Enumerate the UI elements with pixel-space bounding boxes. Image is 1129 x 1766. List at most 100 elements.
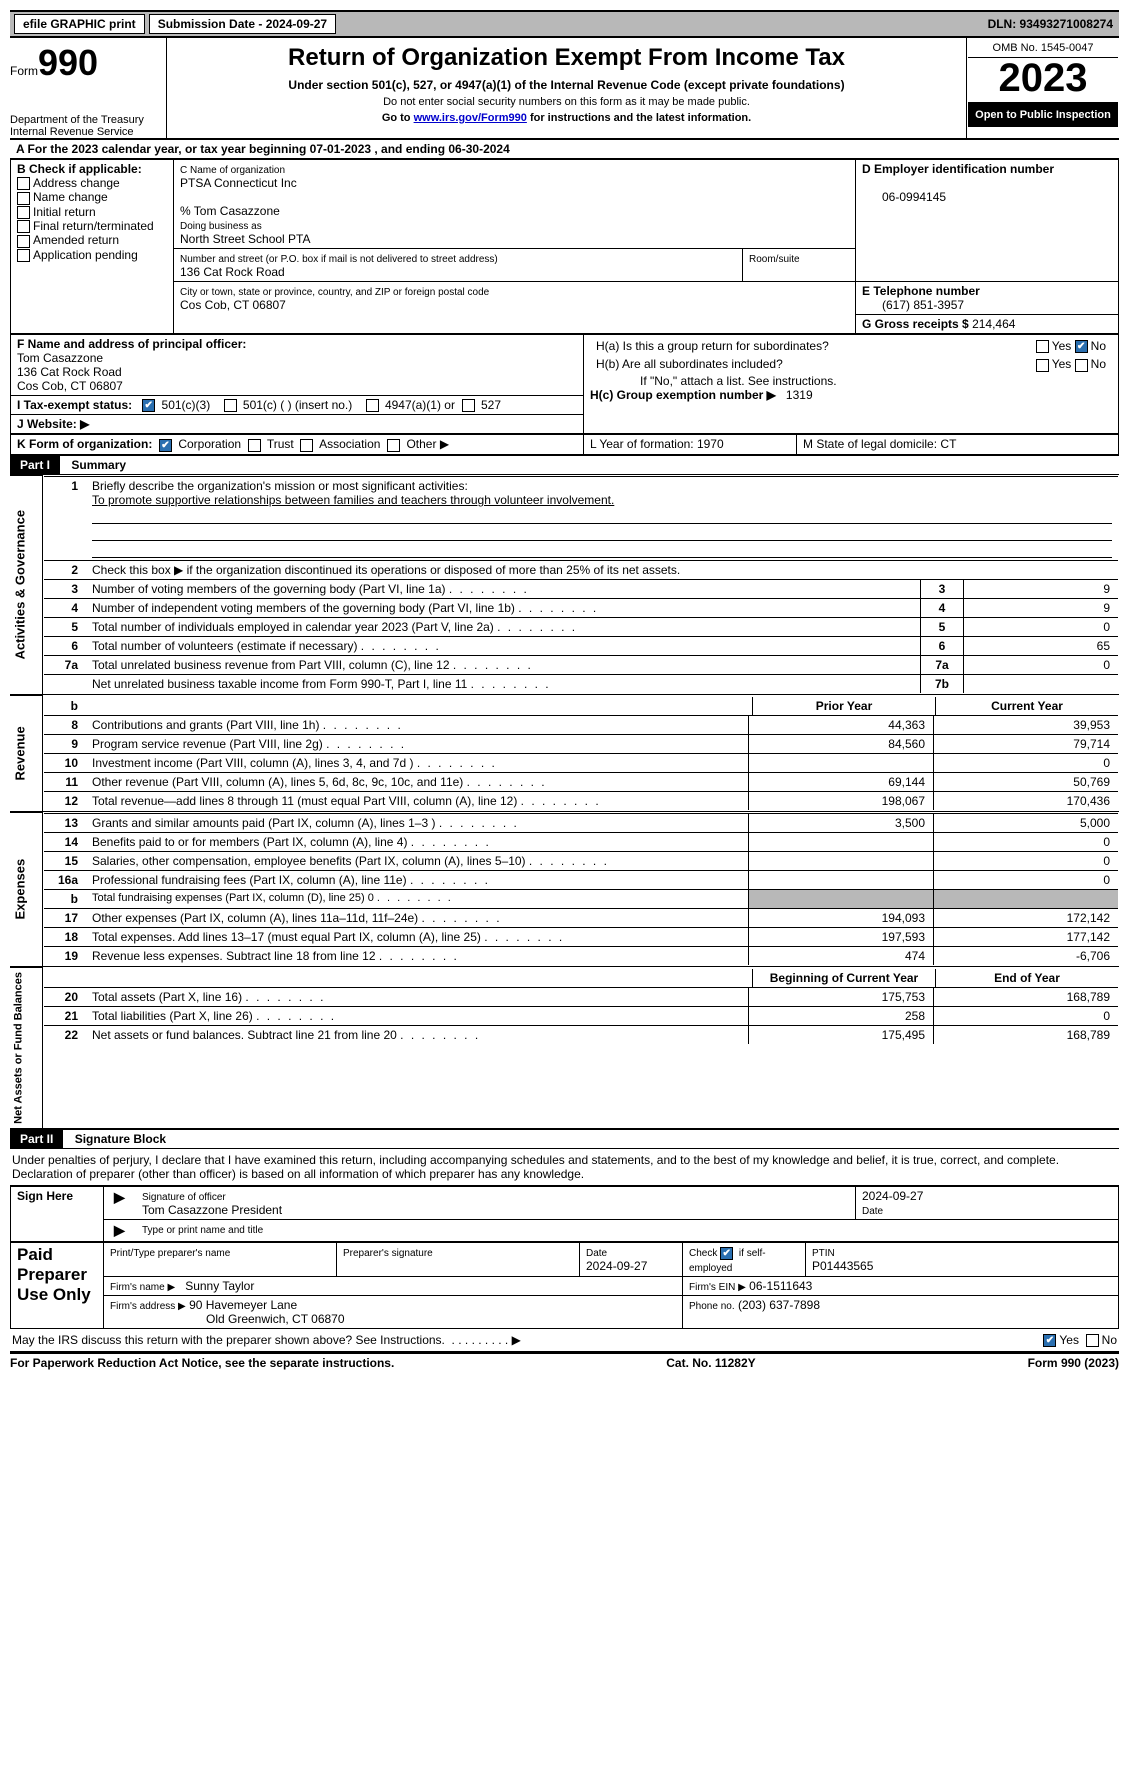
line-22-current: 168,789: [934, 1025, 1119, 1044]
checkbox-amended[interactable]: [17, 235, 30, 248]
city-value: Cos Cob, CT 06807: [180, 298, 286, 312]
efile-graphic-print-button[interactable]: efile GRAPHIC print: [14, 14, 145, 34]
checkbox-address-change[interactable]: [17, 177, 30, 190]
header-right: OMB No. 1545-0047 2023 Open to Public In…: [967, 38, 1120, 139]
officer-addr1: 136 Cat Rock Road: [17, 365, 122, 379]
checkbox-527[interactable]: [462, 399, 475, 412]
lbl-address-change: Address change: [33, 176, 120, 190]
checkbox-501c[interactable]: [224, 399, 237, 412]
care-of: % Tom Casazzone: [180, 204, 280, 218]
mission-text: To promote supportive relationships betw…: [92, 493, 614, 507]
checkbox-name-change[interactable]: [17, 192, 30, 205]
ein-value: 06-0994145: [862, 190, 946, 204]
form-title: Return of Organization Exempt From Incom…: [179, 44, 954, 72]
firm-ein-label: Firm's EIN ▶: [689, 1282, 746, 1293]
checkbox-self-employed[interactable]: ✔: [720, 1247, 733, 1260]
checkbox-hb-yes[interactable]: [1036, 359, 1049, 372]
tax-year: 2023: [968, 58, 1118, 103]
sign-date: 2024-09-27: [862, 1189, 923, 1203]
line-16a-current: 0: [934, 871, 1119, 890]
sig-officer-label: Signature of officer: [142, 1192, 226, 1203]
open-to-public: Open to Public Inspection: [968, 103, 1118, 127]
prep-date-label: Date: [586, 1248, 607, 1259]
checkbox-ha-no[interactable]: ✔: [1075, 340, 1088, 353]
line-22-prior: 175,495: [749, 1025, 934, 1044]
firm-phone: (203) 637-7898: [738, 1298, 820, 1312]
ptin-value: P01443565: [812, 1259, 873, 1273]
firm-name: Sunny Taylor: [185, 1279, 254, 1293]
checkbox-final-return[interactable]: [17, 220, 30, 233]
checkbox-4947[interactable]: [366, 399, 379, 412]
line-b-desc: Total fundraising expenses (Part IX, col…: [86, 890, 749, 909]
part-1-bar: Part I: [10, 456, 60, 474]
page-footer: For Paperwork Reduction Act Notice, see …: [10, 1352, 1119, 1370]
line-21-prior: 258: [749, 1006, 934, 1025]
line-20-prior: 175,753: [749, 987, 934, 1006]
form-org-label: K Form of organization:: [17, 437, 152, 451]
box-g: G Gross receipts $ 214,464: [856, 315, 1119, 334]
line-7b-value: [964, 675, 1119, 694]
firm-phone-label: Phone no.: [689, 1301, 735, 1312]
discuss-text: May the IRS discuss this return with the…: [12, 1333, 445, 1347]
line-13-current: 5,000: [934, 814, 1119, 833]
line-10-desc: Investment income (Part VIII, column (A)…: [86, 753, 749, 772]
line-5-value: 0: [964, 618, 1119, 637]
line-17-desc: Other expenses (Part IX, column (A), lin…: [86, 909, 749, 928]
checkbox-ha-yes[interactable]: [1036, 340, 1049, 353]
checkbox-app-pending[interactable]: [17, 249, 30, 262]
line-2-desc: Check this box ▶ if the organization dis…: [86, 561, 1118, 580]
part-2-header: Part II Signature Block: [10, 1129, 1119, 1149]
line-15-current: 0: [934, 852, 1119, 871]
lbl-no2: No: [1091, 357, 1106, 371]
submission-date-label: Submission Date - 2024-09-27: [149, 14, 336, 34]
lbl-4947: 4947(a)(1) or: [385, 398, 455, 412]
checkbox-assoc[interactable]: [300, 439, 313, 452]
lbl-501c3: 501(c)(3): [162, 398, 211, 412]
line-8-current: 39,953: [934, 715, 1119, 734]
line-9-prior: 84,560: [749, 734, 934, 753]
h-c-label: H(c) Group exemption number ▶: [590, 388, 776, 402]
box-c-city: City or town, state or province, country…: [174, 282, 856, 334]
paid-preparer-label: Paid Preparer Use Only: [11, 1242, 104, 1328]
sign-here-label: Sign Here: [11, 1186, 104, 1241]
line-10-current: 0: [934, 753, 1119, 772]
officer-addr2: Cos Cob, CT 06807: [17, 379, 123, 393]
goto-post: for instructions and the latest informat…: [527, 112, 751, 124]
line-7b-desc: Net unrelated business taxable income fr…: [86, 675, 921, 694]
line-18-desc: Total expenses. Add lines 13–17 (must eq…: [86, 928, 749, 947]
lbl-app-pending: Application pending: [33, 248, 138, 262]
lbl-amended: Amended return: [33, 233, 119, 247]
lbl-yes: Yes: [1052, 339, 1072, 353]
irs-link[interactable]: www.irs.gov/Form990: [414, 112, 527, 124]
officer-name: Tom Casazzone: [17, 351, 103, 365]
line-3-desc: Number of voting members of the governin…: [86, 580, 921, 599]
line-5-desc: Total number of individuals employed in …: [86, 618, 921, 637]
checkbox-hb-no[interactable]: [1075, 359, 1088, 372]
checkbox-other[interactable]: [387, 439, 400, 452]
checkbox-discuss-yes[interactable]: ✔: [1043, 1334, 1056, 1347]
header-left: Form990 Department of the Treasury Inter…: [10, 38, 167, 139]
preparer-sig-label: Preparer's signature: [343, 1248, 433, 1259]
h-a-label: H(a) Is this a group return for subordin…: [590, 337, 929, 355]
dba-name: North Street School PTA: [180, 232, 311, 246]
line-20-current: 168,789: [934, 987, 1119, 1006]
checkbox-initial-return[interactable]: [17, 206, 30, 219]
line-3-value: 9: [964, 580, 1119, 599]
checkbox-501c3[interactable]: ✔: [142, 399, 155, 412]
line-b-current: [934, 890, 1119, 909]
line-18-prior: 197,593: [749, 928, 934, 947]
form-subtitle: Under section 501(c), 527, or 4947(a)(1)…: [179, 78, 954, 92]
sign-date-label: Date: [862, 1206, 883, 1217]
checkbox-trust[interactable]: [248, 439, 261, 452]
row-a-tax-year: A For the 2023 calendar year, or tax yea…: [10, 140, 1119, 159]
phone-value: (617) 851-3957: [862, 298, 964, 312]
part-1-header: Part I Summary: [10, 455, 1119, 475]
perjury-statement: Under penalties of perjury, I declare th…: [10, 1149, 1119, 1186]
checkbox-discuss-no[interactable]: [1086, 1334, 1099, 1347]
box-b: B Check if applicable: Address change Na…: [11, 160, 174, 334]
checkbox-corp[interactable]: ✔: [159, 439, 172, 452]
side-net-assets: Net Assets or Fund Balances: [10, 968, 43, 1129]
dln-label: DLN: 93493271008274: [988, 17, 1113, 31]
line-6-value: 65: [964, 637, 1119, 656]
side-activities-governance: Activities & Governance: [10, 475, 43, 695]
